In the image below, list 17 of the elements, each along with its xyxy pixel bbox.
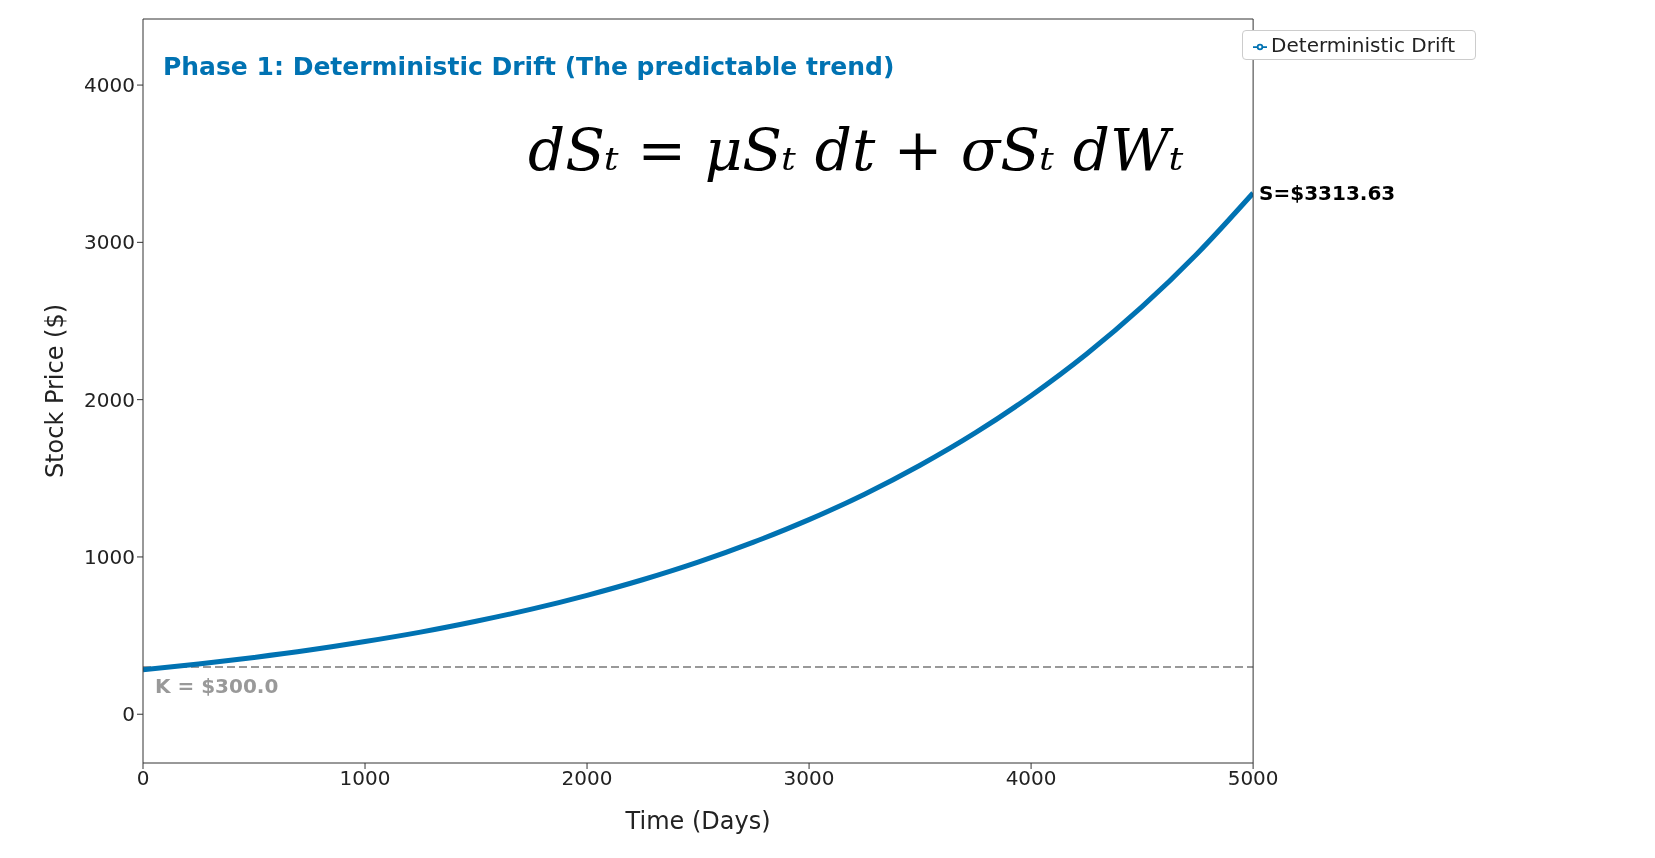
x-tick-label: 4000 [1005, 766, 1057, 791]
y-tick-label: 3000 [84, 230, 135, 255]
x-tick-label: 5000 [1227, 766, 1279, 791]
y-axis-title: Stock Price ($) [40, 303, 69, 479]
y-tick-label: 1000 [84, 545, 135, 570]
y-tick-label: 2000 [84, 387, 135, 412]
x-tick-label: 3000 [783, 766, 835, 791]
text: Phase 1: Deterministic Drift (The predictable trend) [163, 52, 895, 81]
x-tick-label: 2000 [561, 766, 613, 791]
legend-label: Deterministic Drift [1271, 33, 1455, 57]
x-tick-label: 1000 [339, 766, 391, 791]
x-axis-title: Time (Days) [624, 807, 771, 835]
annotation: S=$3313.63 [1259, 181, 1396, 206]
ref-line-label: K = $300.0 [155, 674, 279, 699]
y-tick-label: 0 [122, 702, 135, 727]
y-tick-label: 4000 [84, 73, 135, 98]
annotation: dSₜ = μSₜ dt + σSₜ dWₜ [528, 116, 1184, 184]
